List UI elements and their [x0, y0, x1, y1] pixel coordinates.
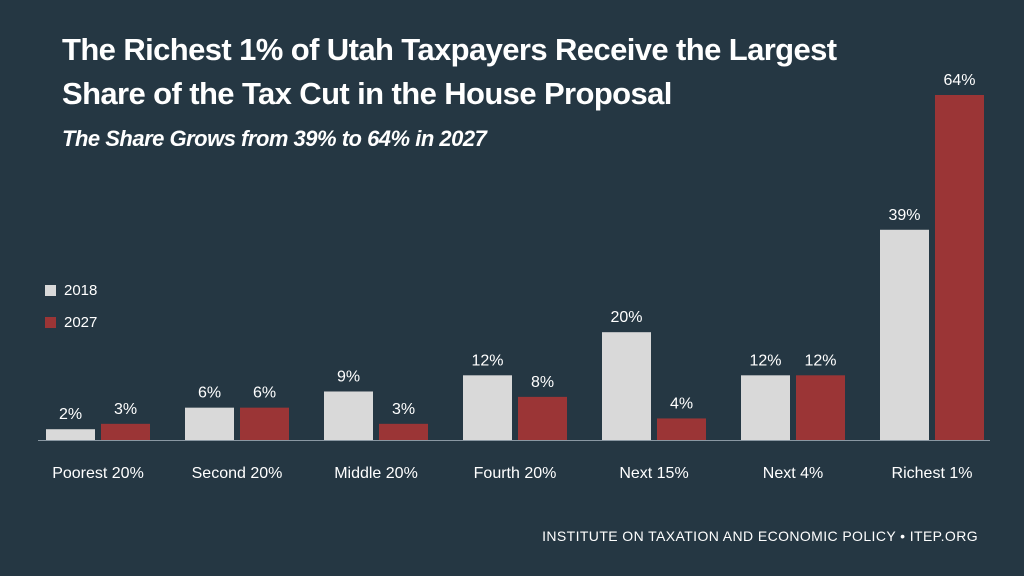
chart-subtitle: The Share Grows from 39% to 64% in 2027 [62, 126, 487, 151]
category-label-fourth-20: Fourth 20% [474, 465, 557, 482]
category-label-next-15: Next 15% [619, 465, 688, 482]
category-label-middle-20: Middle 20% [334, 465, 418, 482]
legend-item-2027: 2027 [45, 312, 97, 332]
category-label-next-4: Next 4% [763, 465, 823, 482]
bar-2018-next-4 [741, 375, 790, 440]
legend-label-2027: 2027 [64, 313, 98, 331]
legend-swatch-2018 [45, 284, 56, 296]
data-label-2027-middle-20: 3% [392, 401, 415, 418]
data-label-2018-second-20: 6% [198, 385, 221, 402]
data-label-2018-richest-1: 39% [888, 207, 920, 224]
data-label-2018-fourth-20: 12% [471, 352, 503, 369]
legend-swatch-2027 [45, 316, 56, 328]
legend: 2018 2027 [45, 280, 97, 344]
bar-2027-second-20 [240, 407, 289, 440]
bar-2027-middle-20 [379, 423, 428, 440]
legend-item-2018: 2018 [45, 280, 97, 300]
data-label-2018-next-4: 12% [749, 352, 781, 369]
bar-2018-poorest-20 [46, 429, 95, 440]
data-label-2018-next-15: 20% [610, 309, 642, 326]
bar-2018-fourth-20 [463, 375, 512, 440]
bar-2027-poorest-20 [101, 423, 150, 440]
chart-title-line1: The Richest 1% of Utah Taxpayers Receive… [62, 32, 837, 67]
category-label-second-20: Second 20% [192, 465, 283, 482]
footer-credit: INSTITUTE ON TAXATION AND ECONOMIC POLIC… [542, 528, 978, 544]
chart-title: The Richest 1% of Utah Taxpayers Receive… [62, 28, 842, 116]
data-label-2027-second-20: 6% [253, 385, 276, 402]
category-label-richest-1: Richest 1% [892, 465, 973, 482]
bar-2027-next-4 [796, 375, 845, 440]
bar-2018-middle-20 [324, 391, 373, 440]
bar-2027-richest-1 [935, 95, 984, 440]
category-label-poorest-20: Poorest 20% [52, 465, 144, 482]
data-label-2018-poorest-20: 2% [59, 406, 82, 423]
data-label-2018-middle-20: 9% [337, 368, 360, 385]
data-label-2027-fourth-20: 8% [531, 374, 554, 391]
bar-2018-richest-1 [880, 229, 929, 440]
bar-2027-fourth-20 [518, 396, 567, 440]
bar-2018-next-15 [602, 332, 651, 440]
legend-label-2018: 2018 [64, 281, 98, 299]
chart-title-line2: Share of the Tax Cut in the House Propos… [62, 76, 672, 111]
data-label-2027-next-4: 12% [804, 352, 836, 369]
data-label-2027-poorest-20: 3% [114, 401, 137, 418]
bar-2018-second-20 [185, 407, 234, 440]
data-label-2027-richest-1: 64% [943, 72, 975, 89]
bar-2027-next-15 [657, 418, 706, 440]
data-label-2027-next-15: 4% [670, 395, 693, 412]
